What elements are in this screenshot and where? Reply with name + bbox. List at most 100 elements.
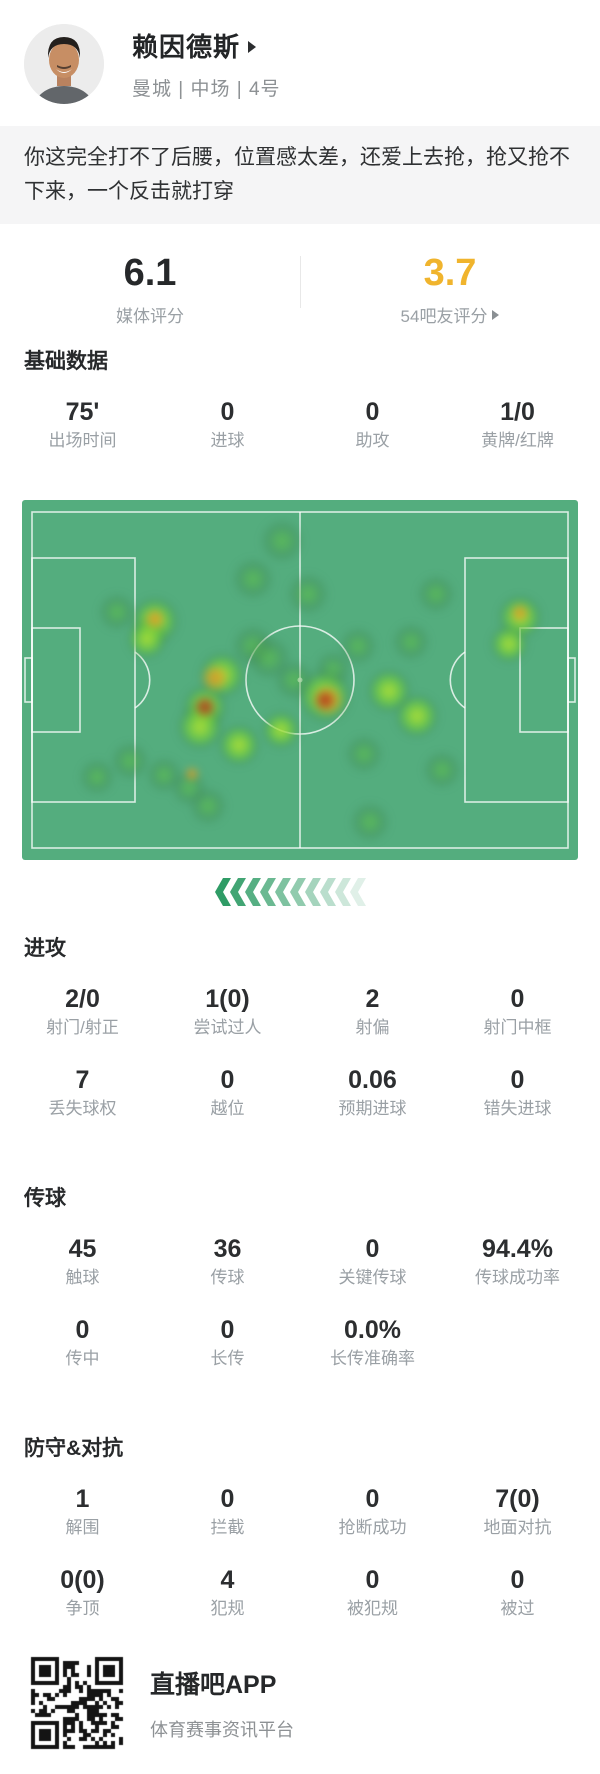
stat-value: 0.0% (344, 1316, 401, 1344)
stat-value: 0 (365, 1485, 380, 1513)
stat-cell: 2/0 射门/射正 (10, 984, 155, 1039)
section-title: 基础数据 (24, 350, 108, 373)
stat-label: 越位 (210, 1099, 245, 1118)
stat-cell: 1 解围 (10, 1484, 155, 1539)
heat-blob (510, 604, 529, 623)
section-attack: 进攻 2/0 射门/射正 1(0) 尝试过人 2 射偏 0 射门中框 7 丢失球权 0 越位 0.06 预… (0, 932, 600, 1120)
app-footer: 直播吧APP 体育赛事资讯平台 (0, 1656, 600, 1750)
stat-row: 2/0 射门/射正 1(0) 尝试过人 2 射偏 0 射门中框 (0, 984, 600, 1039)
player-photo (24, 24, 104, 104)
stat-row: 7 丢失球权 0 越位 0.06 预期进球 0 错失进球 (0, 1065, 600, 1120)
heat-blob (195, 697, 216, 717)
heat-blob (489, 625, 528, 663)
heat-blob (111, 742, 150, 780)
player-name-row[interactable]: 赖因德斯 (132, 27, 281, 64)
app-name: 直播吧APP (150, 1670, 277, 1699)
stat-value: 1(0) (205, 985, 250, 1013)
stat-value: 0 (220, 1066, 235, 1094)
heat-blob (417, 574, 456, 613)
stat-label: 丢失球权 (48, 1099, 117, 1118)
fan-rating-link[interactable]: 54吧友评分 (401, 302, 500, 327)
chevron-right-icon (492, 309, 500, 320)
stat-value: 94.4% (482, 1235, 553, 1263)
footer-text: 直播吧APP 体育赛事资讯平台 (150, 1665, 294, 1742)
stat-row: 75' 出场时间 0 进球 0 助攻 1/0 黄牌/红牌 (0, 397, 600, 452)
ratings-divider (300, 256, 301, 308)
stat-value: 2/0 (65, 985, 100, 1013)
stat-cell: 75' 出场时间 (10, 397, 155, 452)
heat-blob (394, 694, 439, 738)
fan-rating-value: 3.7 (423, 252, 477, 294)
player-name: 赖因德斯 (132, 32, 241, 62)
stat-label: 拦截 (210, 1518, 245, 1537)
stat-cell: 0 进球 (155, 397, 300, 452)
stat-label: 长传准确率 (330, 1349, 415, 1368)
stat-value: 7(0) (495, 1485, 540, 1513)
stat-cell: 0(0) 争顶 (10, 1565, 155, 1620)
heat-blob (315, 689, 336, 710)
stat-label: 被犯规 (347, 1599, 398, 1618)
stat-cell: 0 抢断成功 (300, 1484, 445, 1539)
section-defense: 防守&对抗 1 解围 0 拦截 0 抢断成功 7(0) 地面对抗 0(0) 争顶 4 犯规 0 被犯规 0 被… (0, 1432, 600, 1620)
stat-cell: 0 传中 (10, 1315, 155, 1370)
stat-label: 射门中框 (483, 1018, 552, 1037)
stat-label: 长传 (210, 1349, 245, 1368)
attack-stats-grid: 2/0 射门/射正 1(0) 尝试过人 2 射偏 0 射门中框 7 丢失球权 0 越位 0.06 预期进球… (0, 984, 600, 1120)
heat-blob (97, 592, 136, 631)
stat-cell: 0 关键传球 (300, 1234, 445, 1289)
stat-value: 45 (68, 1235, 97, 1263)
stat-row: 45 触球 36 传球 0 关键传球 94.4% 传球成功率 (0, 1234, 600, 1289)
stat-label: 出场时间 (48, 431, 117, 450)
stat-label: 争顶 (65, 1599, 100, 1618)
stat-label: 尝试过人 (193, 1018, 262, 1037)
heatmap-layer (22, 500, 578, 860)
stat-label: 助攻 (355, 431, 390, 450)
stat-label: 关键传球 (338, 1268, 407, 1287)
stat-value: 0 (510, 1066, 525, 1094)
stat-row: 1 解围 0 拦截 0 抢断成功 7(0) 地面对抗 (0, 1484, 600, 1539)
stat-cell: 4 犯规 (155, 1565, 300, 1620)
heat-blob (422, 751, 461, 789)
heat-blob (79, 759, 116, 796)
stat-cell: 0 助攻 (300, 397, 445, 452)
section-title: 防守&对抗 (24, 1437, 124, 1460)
stat-label: 射门/射正 (46, 1018, 119, 1037)
player-identity: 赖因德斯 曼城 | 中场 | 4号 (132, 27, 281, 101)
passing-stats-grid: 45 触球 36 传球 0 关键传球 94.4% 传球成功率 0 传中 0 长传 0.0% 长传准确率 (0, 1234, 600, 1370)
stat-label: 触球 (65, 1268, 100, 1287)
heatmap-field (22, 500, 578, 860)
stat-value: 0 (220, 1485, 235, 1513)
stat-row: 0 传中 0 长传 0.0% 长传准确率 (0, 1315, 600, 1370)
fan-rating-label: 54吧友评分 (400, 307, 488, 326)
heat-blob (261, 711, 300, 750)
stat-value: 0 (220, 1316, 235, 1344)
defense-stats-grid: 1 解围 0 拦截 0 抢断成功 7(0) 地面对抗 0(0) 争顶 4 犯规 0 被犯规 0 被过 (0, 1484, 600, 1620)
stat-label: 传球成功率 (475, 1268, 560, 1287)
stat-label: 射偏 (355, 1018, 390, 1037)
player-avatar[interactable] (24, 24, 104, 104)
heat-blob (344, 734, 383, 773)
stat-cell: 0 拦截 (155, 1484, 300, 1539)
stat-cell: 0 射门中框 (445, 984, 590, 1039)
stat-cell: 2 射偏 (300, 984, 445, 1039)
heat-blob (349, 802, 390, 843)
stat-value: 0 (365, 1235, 380, 1263)
stat-row: 0(0) 争顶 4 犯规 0 被犯规 0 被过 (0, 1565, 600, 1620)
stat-value: 0 (365, 1566, 380, 1594)
stat-cell: 94.4% 传球成功率 (445, 1234, 590, 1289)
media-rating: 6.1 媒体评分 (0, 252, 300, 327)
stat-cell: 0.06 预期进球 (300, 1065, 445, 1120)
basic-stats-grid: 75' 出场时间 0 进球 0 助攻 1/0 黄牌/红牌 (0, 397, 600, 452)
stat-cell: 36 传球 (155, 1234, 300, 1289)
stat-label: 传中 (65, 1349, 100, 1368)
stat-cell: 1/0 黄牌/红牌 (445, 397, 590, 452)
stat-label: 被过 (500, 1599, 535, 1618)
stat-cell: 45 触球 (10, 1234, 155, 1289)
stat-value: 0 (510, 1566, 525, 1594)
heat-blob (287, 572, 330, 615)
stat-label: 预期进球 (338, 1099, 407, 1118)
stat-value: 2 (365, 985, 380, 1013)
left-chevrons-icon (215, 878, 366, 906)
stat-label: 错失进球 (483, 1099, 552, 1118)
stat-value: 0 (510, 985, 525, 1013)
